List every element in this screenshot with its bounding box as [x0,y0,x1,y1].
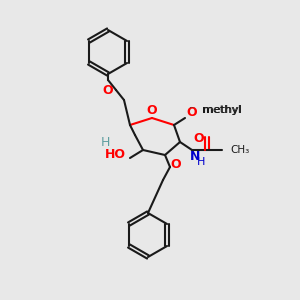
Text: O: O [171,158,181,170]
Text: O: O [147,103,157,116]
Text: O: O [103,83,113,97]
Text: methyl: methyl [202,105,241,115]
Text: HO: HO [104,148,125,161]
Text: H: H [100,136,110,148]
Text: N: N [190,149,200,163]
Text: methoxy: methoxy [190,107,196,108]
Text: O: O [187,106,197,119]
Text: O: O [194,133,204,146]
Text: methyl: methyl [203,105,242,115]
Text: H: H [197,157,205,167]
Text: CH₃: CH₃ [230,145,249,155]
